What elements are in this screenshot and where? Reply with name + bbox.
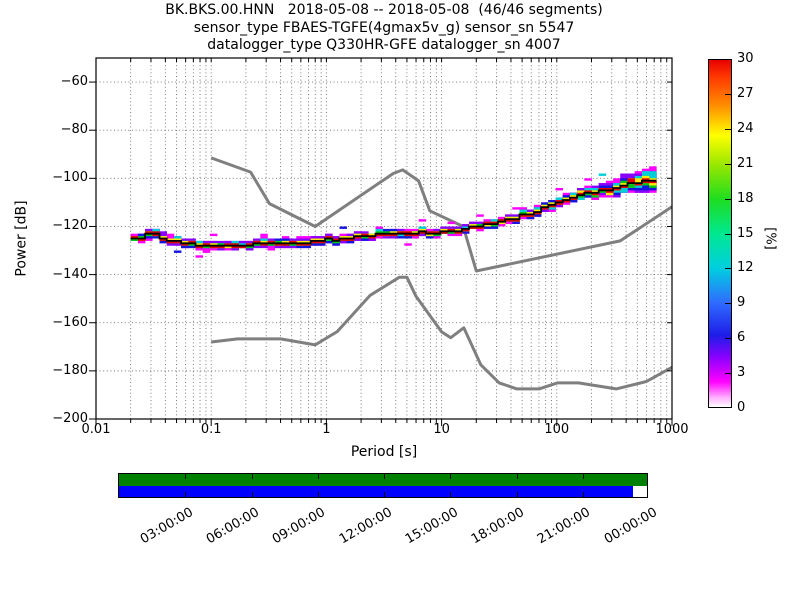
colorbar-tick-label: 12 [737,260,754,276]
x-axis-label: Period [s] [350,444,418,460]
timeline-tick [384,492,385,497]
x-tick-label: 10 [433,422,450,437]
x-tick-label: 1000 [655,422,689,437]
colorbar-tick [725,129,731,130]
x-tick-label: 0.1 [200,422,222,437]
timeline-availability-row [119,474,647,486]
title-line-2: sensor_type FBAES-TGFE(4gmax5v_g) sensor… [193,19,575,36]
colorbar-tick-label: 15 [737,225,754,241]
timeline-tick [647,492,648,497]
colorbar-tick [725,94,731,95]
timeline-tick [582,492,584,497]
nlnm-curve [211,275,672,391]
timeline-tick [450,492,452,497]
timeline-bar [118,473,648,498]
timeline-tick [450,474,452,479]
timeline-tick [317,492,319,497]
y-tick-label: −200 [52,411,88,426]
colorbar-tick [725,268,731,269]
x-tick-label: 100 [544,422,570,437]
colorbar-tick-label: 30 [737,51,754,66]
timeline-tick [251,474,253,479]
timeline-coverage-row [119,486,634,497]
plot-frame [95,57,673,420]
y-axis-label: Power [dB] [13,200,30,277]
colorbar-tick [725,164,731,165]
timeline-tick [185,474,187,479]
colorbar-tick [725,303,731,304]
y-tick-label: −100 [52,170,88,186]
timeline-tick [516,492,518,497]
y-tick-label: −180 [52,362,88,378]
y-tick-label: −80 [60,122,88,138]
colorbar-tick [725,338,731,339]
timeline-tick [516,474,518,479]
psd-mode-line [130,179,657,247]
timeline-tick [317,474,319,479]
x-tick-label: 0.01 [81,422,111,437]
colorbar-tick [725,199,731,200]
x-tick-label: 1 [322,422,331,437]
title-line-3: datalogger_type Q330HR-GFE datalogger_sn… [207,37,561,53]
psd-probability-band [130,166,657,258]
colorbar-tick-label: 18 [737,190,754,206]
colorbar-tick [725,373,731,374]
colorbar-tick-label: 21 [737,155,754,171]
colorbar-tick-label: 24 [737,120,754,136]
colorbar-tick-label: 0 [737,400,746,415]
y-tick-label: −120 [52,218,88,234]
colorbar-tick-label: 3 [737,365,746,381]
colorbar [708,59,732,408]
timeline-tick [185,492,187,497]
colorbar-tick [725,234,731,235]
timeline-tick [384,474,385,479]
axis-ticks [89,58,673,426]
title-line-1: BK.BKS.00.HNN 2018-05-08 -- 2018-05-08 (… [165,2,603,18]
colorbar-tick-label: 6 [737,330,746,346]
timeline-tick [582,474,584,479]
plot-title: BK.BKS.00.HNN 2018-05-08 -- 2018-05-08 (… [60,2,708,55]
colorbar-tick-label: 9 [737,295,746,311]
y-tick-label: −60 [60,74,88,90]
timeline-tick [647,474,648,479]
colorbar-tick-label: 27 [737,85,754,101]
y-tick-label: −160 [52,314,88,330]
timeline-tick [251,492,253,497]
nhnm-curve [210,156,672,273]
y-tick-label: −140 [52,266,88,282]
